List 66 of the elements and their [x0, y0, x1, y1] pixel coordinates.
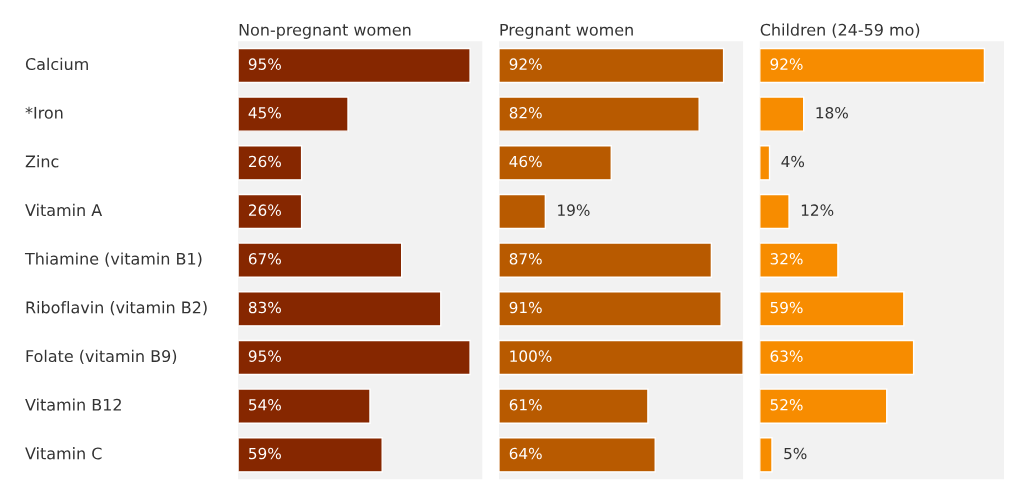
y-tick-label: Thiamine (vitamin B1) — [24, 252, 202, 267]
data-label: 95% — [248, 350, 281, 362]
bar — [238, 242, 403, 278]
data-label: 92% — [770, 58, 803, 70]
y-tick-label: Vitamin A — [25, 203, 103, 217]
data-label: 63% — [770, 350, 803, 362]
y-tick-label: Calcium — [25, 57, 88, 71]
y-tick-label: Vitamin C — [25, 447, 102, 460]
chart-title: Pregnant women — [500, 23, 633, 39]
bar — [498, 291, 722, 327]
data-label: 82% — [509, 107, 542, 119]
bar — [498, 96, 700, 132]
data-label: 18% — [816, 107, 848, 119]
data-label: 54% — [249, 399, 281, 411]
data-label: 59% — [770, 301, 803, 314]
bar — [498, 145, 612, 181]
data-label: 4% — [781, 155, 805, 168]
bar — [498, 242, 713, 278]
bar — [759, 291, 905, 327]
data-label: 26% — [248, 204, 281, 216]
bar — [498, 388, 649, 424]
data-label: 5% — [784, 447, 807, 460]
bar — [238, 193, 303, 230]
data-label: 64% — [509, 447, 542, 460]
data-label: 52% — [770, 399, 803, 411]
bar — [759, 339, 915, 376]
bar — [238, 388, 371, 424]
bar — [238, 339, 471, 376]
y-tick-label: Riboflavin (vitamin B2) — [26, 301, 207, 316]
bar — [759, 96, 805, 132]
bar — [759, 47, 986, 84]
bar — [498, 47, 725, 84]
data-label: 46% — [509, 155, 542, 168]
data-label: 32% — [770, 253, 803, 265]
data-label: 19% — [558, 204, 590, 216]
data-label: 45% — [248, 107, 281, 119]
y-tick-label: Vitamin B12 — [25, 398, 121, 411]
bar — [498, 193, 547, 230]
chart-title: Non-pregnant women — [239, 23, 411, 39]
data-label: 92% — [509, 58, 542, 70]
bar — [498, 339, 744, 376]
y-tick-label: *Iron — [25, 106, 63, 119]
bar — [238, 96, 349, 132]
data-label: 12% — [801, 204, 834, 216]
data-label: 26% — [248, 155, 281, 168]
bar — [759, 193, 790, 230]
y-tick-label: Folate (vitamin B9) — [26, 349, 177, 364]
bar — [759, 242, 839, 278]
bar — [498, 437, 656, 473]
data-label: 100% — [510, 350, 552, 362]
chart-title: Children (24-59 mo) — [760, 23, 920, 38]
bar — [759, 388, 888, 424]
bar — [238, 47, 471, 84]
bar — [238, 291, 442, 327]
data-label: 87% — [509, 253, 542, 265]
bar — [238, 145, 303, 181]
data-label: 59% — [249, 447, 281, 460]
bar — [238, 437, 383, 473]
data-label: 61% — [509, 399, 542, 411]
y-tick-label: Zinc — [25, 155, 59, 168]
bar — [759, 437, 773, 473]
data-label: 95% — [248, 58, 281, 70]
data-label: 91% — [509, 301, 542, 314]
data-label: 83% — [248, 301, 281, 314]
data-label: 67% — [248, 253, 281, 265]
bar — [759, 145, 771, 181]
